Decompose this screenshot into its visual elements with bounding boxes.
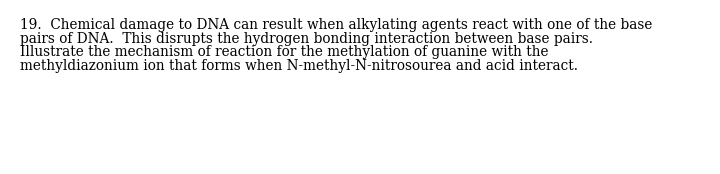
Text: Illustrate the mechanism of reaction for the methylation of guanine with the: Illustrate the mechanism of reaction for… <box>20 45 549 59</box>
Text: 19.  Chemical damage to DNA can result when alkylating agents react with one of : 19. Chemical damage to DNA can result wh… <box>20 18 652 32</box>
Text: methyldiazonium ion that forms when N-methyl-N-nitrosourea and acid interact.: methyldiazonium ion that forms when N-me… <box>20 59 578 73</box>
Text: pairs of DNA.  This disrupts the hydrogen bonding interaction between base pairs: pairs of DNA. This disrupts the hydrogen… <box>20 31 593 46</box>
